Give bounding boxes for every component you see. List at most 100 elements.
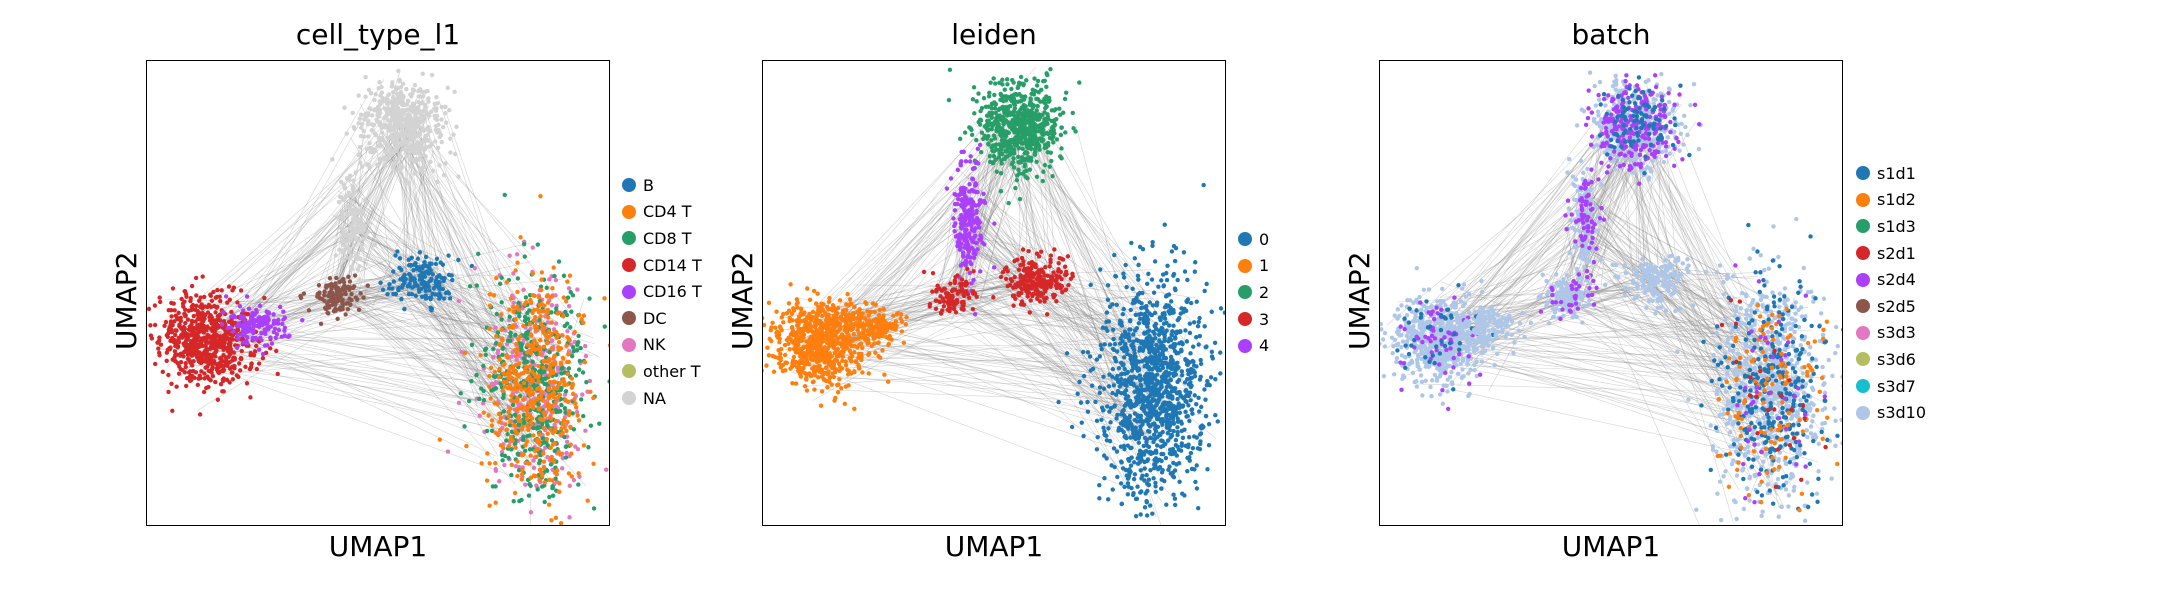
plot-area	[146, 60, 610, 526]
legend-label: B	[643, 175, 654, 195]
legend-marker	[1856, 352, 1870, 367]
legend-item: B	[622, 172, 702, 199]
legend-item: CD14 T	[622, 252, 702, 279]
scatter-series-s1d2	[1715, 303, 1840, 513]
legend-marker	[1238, 285, 1252, 300]
legend-marker	[1856, 246, 1870, 261]
x-axis-label: UMAP1	[944, 530, 1044, 563]
legend-label: s3d10	[1877, 403, 1927, 423]
legend-label: 4	[1259, 336, 1270, 356]
legend-label: other T	[643, 361, 701, 381]
legend-marker	[1856, 166, 1870, 181]
umap-scatter-plot	[147, 68, 609, 525]
connectivity-edges	[779, 66, 1217, 525]
umap-panel-leiden: leiden UMAP2	[0, 0, 1037, 600]
legend-item: s3d6	[1856, 346, 1926, 373]
legend-marker	[1238, 232, 1252, 247]
legend-item: CD16 T	[622, 278, 702, 305]
legend-item: other T	[622, 358, 702, 385]
legend-label: s1d3	[1877, 216, 1916, 236]
legend-marker	[1856, 272, 1870, 287]
umap-scatter-plot	[1380, 70, 1842, 525]
scatter-series-b	[378, 249, 475, 313]
y-axis-label: UMAP2	[726, 251, 759, 350]
legend-label: CD8 T	[643, 228, 692, 248]
scatter-series-cd16-t	[220, 294, 305, 357]
legend-label: 2	[1259, 282, 1270, 302]
legend-item: 0	[1238, 226, 1269, 253]
scatter-series-na	[342, 68, 461, 186]
legend-marker	[1856, 192, 1870, 207]
legend-item: s2d1	[1856, 240, 1926, 267]
legend-item: 1	[1238, 253, 1269, 280]
legend-marker	[1238, 258, 1252, 273]
chart-title: leiden	[951, 18, 1037, 51]
legend-marker	[622, 204, 636, 219]
legend-marker	[622, 364, 636, 379]
legend-item: CD8 T	[622, 225, 702, 252]
scatter-series-s3d10	[1461, 305, 1556, 347]
legend-label: s2d5	[1877, 296, 1916, 316]
legend-marker	[1856, 299, 1870, 314]
legend-item: s3d3	[1856, 320, 1926, 347]
umap-scatter-plot	[763, 66, 1225, 525]
legend-label: 3	[1259, 309, 1270, 329]
legend-label: CD16 T	[643, 282, 702, 302]
chart-title: cell_type_l1	[295, 18, 461, 51]
legend: B CD4 T CD8 T CD14 T CD16 T DC NK other T NA	[622, 172, 702, 411]
legend-label: s3d6	[1877, 349, 1916, 369]
legend-item: s2d4	[1856, 266, 1926, 293]
scatter-series-s1d1	[1395, 283, 1496, 392]
scatter-series-1	[763, 282, 900, 411]
scatter-series-cd4-t	[437, 194, 609, 525]
scatter-series-s2d4	[1538, 272, 1597, 322]
legend-item: CD4 T	[622, 199, 702, 226]
scatter-series-3	[991, 247, 1075, 317]
legend-item: s1d1	[1856, 160, 1926, 187]
legend: s1d1 s1d2 s1d3 s2d1 s2d4 s2d5 s3d3 s3d6 s3d7 s3d1…	[1856, 160, 1926, 426]
legend-marker	[1856, 405, 1870, 420]
legend-label: s2d4	[1877, 270, 1916, 290]
legend-marker	[622, 391, 636, 406]
plot-area	[1379, 60, 1843, 526]
legend-item: NA	[622, 385, 702, 412]
legend-item: s1d3	[1856, 213, 1926, 240]
scatter-series-s2d4	[1563, 160, 1611, 291]
legend-label: s1d1	[1877, 163, 1916, 183]
legend-marker	[622, 178, 636, 193]
legend-item: 4	[1238, 332, 1269, 359]
legend-label: NA	[643, 388, 666, 408]
plot-area	[762, 60, 1226, 526]
scatter-series-s2d1	[1719, 298, 1828, 490]
legend-item: s2d5	[1856, 293, 1926, 320]
legend-label: 1	[1259, 256, 1270, 276]
legend-item: 2	[1238, 279, 1269, 306]
scatter-series-3	[921, 266, 979, 316]
legend-label: NK	[643, 335, 666, 355]
legend-marker	[1856, 219, 1870, 234]
legend-label: s3d3	[1877, 323, 1916, 343]
legend-item: s1d2	[1856, 187, 1926, 214]
scatter-series-4	[944, 142, 997, 317]
legend-item: 3	[1238, 306, 1269, 333]
legend-marker	[622, 231, 636, 246]
legend-label: 0	[1259, 229, 1270, 249]
scatter-series-dc	[298, 273, 370, 327]
chart-title: batch	[1571, 18, 1651, 51]
legend-item: DC	[622, 305, 702, 332]
scatter-series-1	[830, 300, 909, 349]
x-axis-label: UMAP1	[1561, 530, 1661, 563]
scatter-series-0	[1056, 182, 1225, 519]
legend-label: s1d2	[1877, 190, 1916, 210]
legend-label: DC	[643, 308, 667, 328]
legend: 0 1 2 3 4	[1238, 226, 1269, 359]
legend-marker	[1856, 325, 1870, 340]
legend-marker	[622, 284, 636, 299]
legend-label: CD14 T	[643, 255, 702, 275]
legend-label: s3d7	[1877, 376, 1916, 396]
legend-marker	[622, 337, 636, 352]
scatter-series-2	[946, 66, 1082, 206]
legend-marker	[1238, 338, 1252, 353]
legend-marker	[622, 311, 636, 326]
x-axis-label: UMAP1	[328, 530, 428, 563]
